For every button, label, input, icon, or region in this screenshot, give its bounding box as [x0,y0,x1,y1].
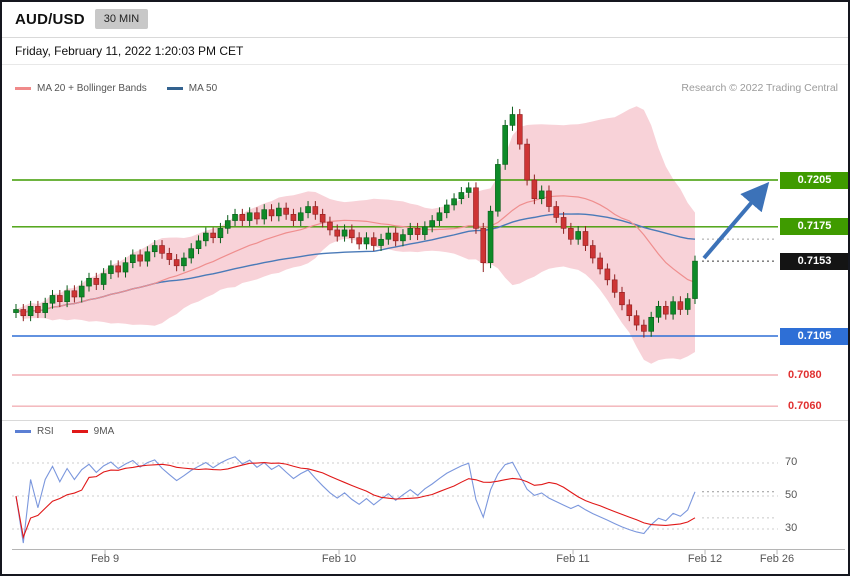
resistance-level-badge: 0.7175 [780,218,848,236]
minor-level-label: 0.7080 [788,368,822,381]
ma20-bollinger-swatch-icon [15,87,31,90]
legend-9ma-label: 9MA [93,426,115,437]
ma50-swatch-icon [166,87,183,90]
timeframe-badge: 30 MIN [94,9,149,29]
legend-item-9ma: 9MA [71,426,115,437]
minor-level-label: 0.7060 [788,399,822,412]
legend-rsi-label: RSI [37,426,54,437]
main-legend: MA 20 + Bollinger Bands MA 50 [15,83,217,94]
legend-item-rsi: RSI [15,426,54,437]
research-credit: Research © 2022 Trading Central [681,82,838,94]
rsi-axis-label: 30 [785,522,798,534]
legend-ma20-label: MA 20 + Bollinger Bands [37,83,147,94]
timestamp: Friday, February 11, 2022 1:20:03 PM CET [15,44,244,58]
pair-title: AUD/USD [15,10,85,28]
rsi-axis-label: 70 [785,456,798,468]
x-axis-label: Feb 10 [321,553,357,565]
legend-item-ma20-bollinger: MA 20 + Bollinger Bands [15,83,147,94]
rsi-legend: RSI 9MA [15,426,114,437]
x-axis-label: Feb 12 [687,553,723,565]
legend-ma50-label: MA 50 [188,83,218,94]
support-level-badge: 0.7105 [780,327,848,345]
chart-header: AUD/USD 30 MIN [15,9,149,29]
resistance-level-badge: 0.7205 [780,171,848,189]
x-axis-label: Feb 26 [759,553,795,565]
x-axis-label: Feb 9 [90,553,120,565]
legend-item-ma50: MA 50 [166,83,218,94]
rsi-9ma-swatch-icon [71,430,88,433]
x-axis-label: Feb 11 [556,553,590,565]
last-price-badge: 0.7153 [780,252,848,270]
rsi-swatch-icon [15,430,31,433]
rsi-axis-label: 50 [785,489,798,501]
